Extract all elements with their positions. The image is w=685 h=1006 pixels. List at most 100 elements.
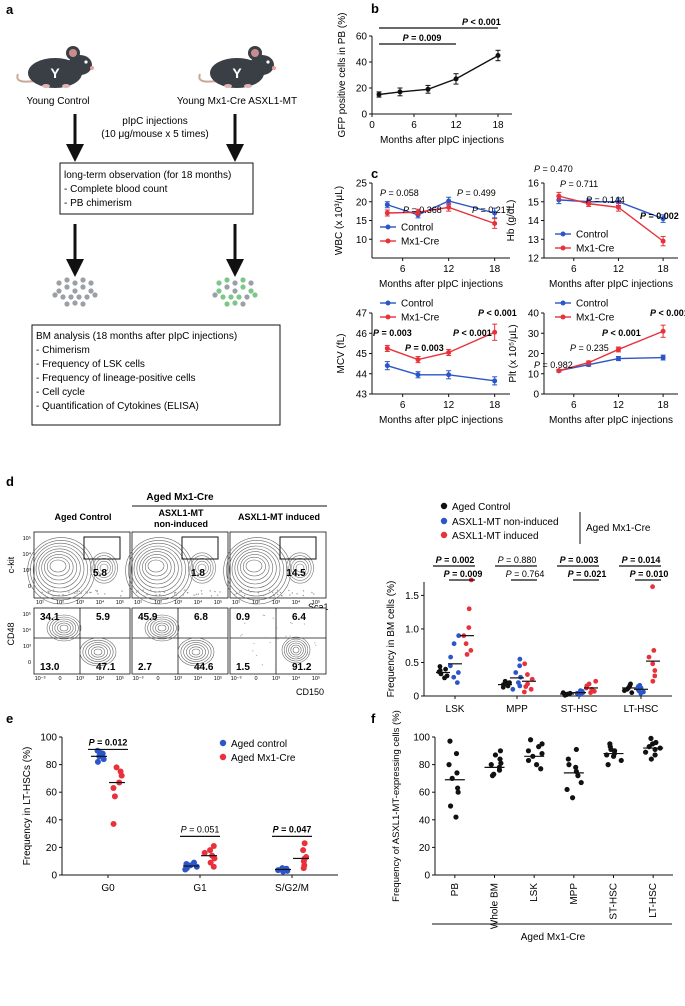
- y-tick-label: 80: [46, 760, 58, 771]
- data-point: [454, 770, 460, 776]
- y-tick-label: 0.5: [405, 658, 419, 669]
- x-tick-label: Whole BM: [490, 883, 501, 929]
- cell-dot: [228, 294, 234, 300]
- data-point: [660, 355, 666, 361]
- legend-marker: [385, 314, 391, 320]
- data-point: [615, 356, 621, 362]
- event-dot: [219, 591, 221, 593]
- event-dot: [261, 664, 264, 666]
- y-tick-label: 13: [528, 235, 540, 246]
- quadrant-value: 44.6: [194, 662, 214, 673]
- flow-x-tick: 10³: [272, 676, 280, 682]
- pvalue-label: P = 0.047: [273, 824, 312, 834]
- event-dot: [150, 589, 152, 591]
- event-dot: [244, 622, 246, 624]
- event-dot: [49, 590, 51, 593]
- event-dot: [182, 594, 184, 596]
- data-point: [444, 673, 450, 679]
- flow-y-tick: 10⁴: [23, 627, 32, 634]
- event-dot: [121, 590, 123, 592]
- chart-e-cell-cycle: 0 20 40 60 80 100 Frequency in LT-HSCs (%) G0 G1…: [22, 733, 338, 894]
- contour-line: [32, 542, 88, 597]
- pvalue-label: P = 0.058: [380, 188, 419, 198]
- data-point: [415, 372, 421, 378]
- chart-c-wbc: 10 15 20 25 6 12 18 Months after pIpC injection…: [334, 179, 511, 291]
- event-dot: [174, 591, 177, 594]
- contour-line: [223, 537, 292, 605]
- contour-line: [283, 638, 309, 662]
- data-point: [384, 345, 390, 351]
- contour-line: [41, 551, 78, 585]
- contour-line: [59, 624, 69, 632]
- data-point: [615, 346, 621, 352]
- bm-line-0: BM analysis (18 months after pIpC inject…: [36, 331, 237, 342]
- bm-line-2: - Frequency of LSK cells: [36, 359, 145, 370]
- data-point: [652, 752, 658, 758]
- flow-x-tick: 10¹: [232, 600, 240, 606]
- quadrant-value: 1.5: [236, 662, 250, 673]
- y-tick-label: 40: [46, 815, 58, 826]
- data-point: [117, 768, 124, 775]
- event-dot: [290, 622, 292, 624]
- data-point: [455, 785, 461, 791]
- data-point: [593, 678, 599, 684]
- series-line-mx1-cre: [558, 195, 664, 242]
- contour-line: [144, 556, 168, 577]
- data-point: [628, 681, 633, 687]
- contour-line: [51, 618, 77, 638]
- data-point: [529, 676, 535, 682]
- event-dot: [173, 594, 176, 596]
- contour-line: [183, 642, 209, 662]
- data-point: [492, 752, 499, 758]
- data-point: [300, 847, 307, 854]
- contour-line: [49, 559, 67, 573]
- data-point: [384, 210, 390, 216]
- contour-line: [228, 542, 284, 597]
- contour-line: [288, 555, 312, 581]
- event-dot: [315, 644, 317, 646]
- series-line-mx1-cre: [558, 330, 664, 372]
- gate-value: 14.5: [286, 568, 306, 579]
- data-point: [565, 756, 571, 762]
- contour-line: [281, 636, 311, 664]
- flow-x-tick: 10⁴: [96, 599, 105, 606]
- cell-dot: [240, 284, 246, 290]
- flow-y-tick: 10⁴: [23, 551, 32, 558]
- x-tick-label: 6: [411, 120, 417, 131]
- cell-dot: [88, 280, 94, 286]
- flow-x-label: Sca1: [308, 602, 329, 612]
- pvalue-label: P < 0.001: [650, 308, 685, 318]
- flow-x-tick: 10⁻³: [133, 676, 144, 682]
- x-tick-label: G0: [101, 883, 115, 894]
- pvalue-label: P < 0.001: [478, 308, 517, 318]
- data-point: [652, 668, 658, 673]
- x-axis-label: Months after pIpC injections: [379, 415, 503, 426]
- flow-x-tick: 10³: [272, 600, 280, 606]
- data-point: [397, 89, 403, 95]
- chart-f-asxl1: 0 20 40 60 80 100 Frequency of ASXL1-MT-expres…: [391, 710, 673, 943]
- data-point: [210, 843, 217, 850]
- label-young-mx1-cre: Young Mx1-Cre ASXL1-MT: [177, 96, 297, 107]
- event-dot: [291, 592, 293, 594]
- contour-line: [234, 548, 277, 589]
- data-point: [586, 201, 592, 207]
- contour-line: [92, 555, 116, 581]
- cell-dot: [232, 300, 238, 306]
- gate-value: 1.8: [191, 568, 205, 579]
- contour-line: [35, 545, 85, 593]
- x-axis-label: Months after pIpC injections: [549, 415, 673, 426]
- y-tick-label: 100: [40, 733, 57, 744]
- lsk-gate: [181, 536, 219, 560]
- quadrant-value: 34.1: [40, 612, 60, 623]
- data-point: [94, 758, 101, 765]
- event-dot: [313, 593, 315, 595]
- x-tick-label: MPP: [506, 704, 528, 715]
- y-tick-label: 16: [528, 179, 540, 190]
- contour-line: [192, 558, 212, 578]
- cell-dot: [72, 300, 78, 306]
- event-dot: [89, 591, 91, 594]
- contour-line: [133, 545, 183, 593]
- data-point: [495, 53, 501, 58]
- bm-line-3: - Frequency of lineage-positive cells: [36, 373, 196, 384]
- data-point: [303, 854, 310, 861]
